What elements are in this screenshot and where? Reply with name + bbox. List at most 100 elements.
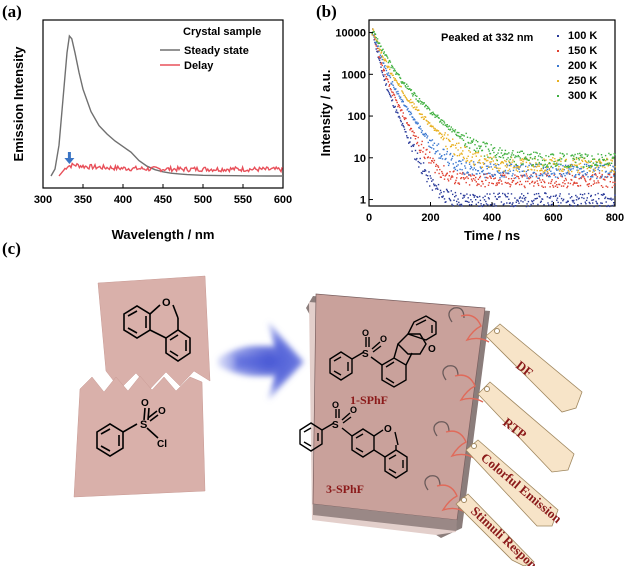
chart-b-point: [426, 175, 429, 177]
chart-b-point: [449, 198, 451, 201]
chart-b-point: [394, 78, 396, 80]
chart-b-point: [525, 161, 528, 164]
chart-b-point: [589, 161, 591, 163]
chart-b-point: [420, 103, 422, 105]
chart-b-point: [385, 84, 387, 86]
chart-b-point: [581, 176, 583, 178]
chart-b-point: [405, 97, 407, 99]
chart-b-point: [487, 184, 490, 186]
chart-b-point: [395, 111, 397, 113]
chart-b-point: [412, 93, 415, 96]
chart-b-point: [481, 180, 484, 183]
chart-b-point: [605, 170, 607, 173]
chart-b-point: [590, 176, 592, 178]
chart-b-xtick-label: 400: [483, 212, 501, 224]
chart-b-point: [419, 125, 421, 128]
chart-b-point: [424, 170, 427, 172]
chart-b-point: [613, 170, 615, 172]
chart-b-point: [429, 146, 431, 148]
chart-b-point: [399, 96, 402, 98]
chart-b-point: [422, 103, 424, 105]
chart-b-point: [455, 147, 457, 149]
chart-b-point: [575, 158, 578, 160]
chart-b-point: [397, 84, 400, 86]
chart-b-point: [445, 137, 448, 140]
chart-b-point: [603, 159, 605, 161]
chart-b-point: [544, 186, 546, 188]
chart-b-point: [469, 194, 471, 196]
chart-b-point: [537, 159, 539, 161]
chart-b-point: [416, 157, 418, 160]
chart-b-point: [486, 173, 488, 175]
chart-b-point: [571, 154, 574, 156]
chart-b-point: [378, 56, 381, 58]
chart-b-point: [523, 197, 526, 200]
chart-b-point: [596, 164, 599, 166]
chart-b-point: [558, 195, 561, 197]
chart-b-point: [521, 175, 523, 177]
chart-b-point: [437, 183, 440, 186]
chart-b-point: [456, 173, 459, 175]
chart-b-point: [460, 163, 463, 165]
chart-b-point: [596, 176, 599, 178]
chart-b-point: [467, 155, 469, 157]
chart-b-point: [487, 148, 490, 150]
chart-b-point: [403, 118, 406, 121]
chart-b-point: [517, 200, 519, 202]
chart-b-point: [414, 94, 417, 97]
chart-b-point: [592, 158, 594, 160]
chart-b-point: [560, 158, 563, 160]
chart-b-point: [593, 180, 595, 182]
chart-b-point: [501, 175, 503, 178]
chart-b-point: [599, 177, 601, 179]
chart-b-point: [541, 175, 544, 177]
chart-b-point: [415, 98, 417, 100]
chart-b-point: [579, 168, 581, 170]
chart-b-point: [449, 146, 452, 148]
chart-b-point: [416, 121, 418, 123]
chart-b-point: [510, 163, 513, 165]
chart-b-point: [554, 182, 556, 184]
chart-b-point: [592, 202, 594, 204]
chart-b-point: [391, 64, 393, 67]
chart-b-point: [393, 86, 395, 89]
chart-b-point: [533, 157, 536, 160]
chart-b-point: [468, 163, 471, 165]
chart-b-point: [542, 166, 544, 168]
chart-b-xtick-label: 200: [421, 212, 439, 224]
chart-b-point: [568, 171, 570, 173]
chart-b-point: [416, 141, 419, 144]
chart-b-point: [504, 165, 507, 167]
chart-b-legend-swatch: [557, 95, 559, 97]
chart-b-point: [399, 106, 401, 109]
chart-b-point: [593, 158, 595, 160]
chart-b-point: [386, 78, 388, 80]
chart-b-point: [535, 163, 538, 165]
chart-b-point: [537, 182, 539, 185]
chart-b-point: [539, 174, 542, 177]
chart-b-point: [600, 165, 602, 167]
chart-b-point: [478, 145, 480, 147]
chart-b-point: [440, 119, 442, 121]
chart-b-point: [516, 167, 518, 169]
chart-b-legend-label: 150 K: [568, 45, 597, 57]
chart-b-point: [559, 193, 561, 195]
chart-b-point: [452, 163, 454, 165]
chart-b-point: [496, 163, 498, 165]
chart-b-point: [550, 166, 552, 168]
chart-b-point: [611, 204, 613, 207]
chart-b-point: [579, 152, 581, 155]
chart-b-point: [387, 81, 390, 83]
chart-a-xtick-label: 450: [154, 194, 172, 206]
chart-b-point: [408, 110, 411, 113]
chart-b-point: [411, 105, 413, 107]
chart-b-point: [608, 152, 610, 155]
chart-b-point: [512, 167, 515, 169]
chart-b-point: [555, 180, 557, 183]
chart-b-point: [509, 202, 511, 204]
chart-b-point: [427, 121, 429, 123]
chart-b-point: [451, 131, 453, 133]
chart-b-point: [511, 203, 513, 205]
book-edge: [313, 504, 457, 531]
